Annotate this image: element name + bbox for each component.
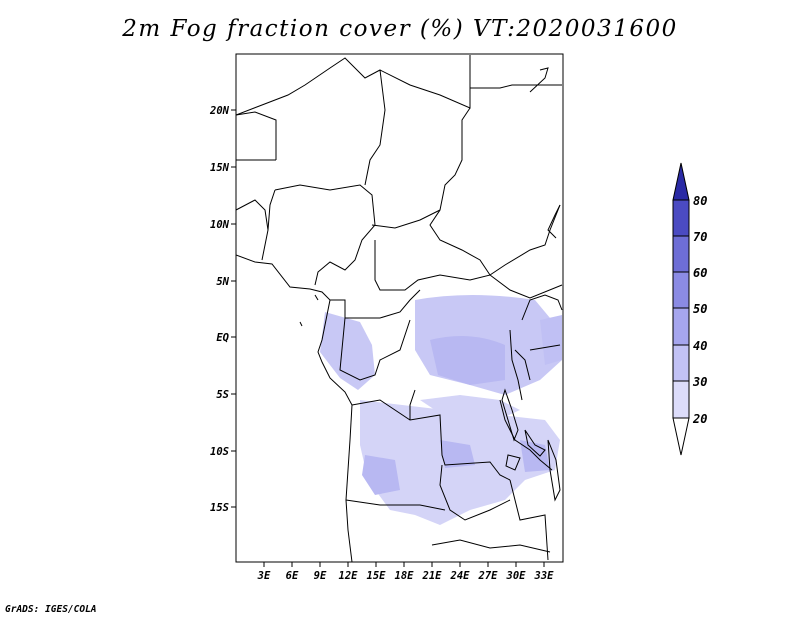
- lon-label-33e: 33E: [534, 570, 555, 582]
- lat-label-5s: 5S: [216, 389, 229, 401]
- lon-label-24e: 24E: [450, 570, 471, 582]
- map-frame: [235, 53, 564, 563]
- colorbar-seg-70-80: [672, 199, 690, 237]
- lat-label-10s: 10S: [210, 446, 229, 458]
- lon-label-21e: 21E: [422, 570, 443, 582]
- grads-credit: GrADS: IGES/COLA: [5, 604, 97, 615]
- colorbar-seg-40-50: [672, 307, 690, 346]
- lon-label-18e: 18E: [395, 570, 415, 582]
- colorbar-label-80: 80: [693, 194, 707, 208]
- lon-label-30e: 30E: [506, 570, 527, 582]
- lon-label-15e: 15E: [367, 570, 387, 582]
- colorbar-label-70: 70: [693, 230, 707, 244]
- colorbar-label-20: 20: [692, 412, 707, 426]
- latitude-axis: [231, 109, 236, 508]
- lat-label-15s: 15S: [210, 502, 229, 514]
- fog-shading: [320, 295, 562, 525]
- lon-label-3e: 3E: [257, 570, 271, 582]
- colorbar-label-50: 50: [693, 302, 707, 316]
- lat-label-15n: 15N: [210, 162, 230, 174]
- colorbar-label-40: 40: [693, 339, 707, 353]
- colorbar-seg-60-70: [672, 235, 690, 273]
- lon-label-9e: 9E: [314, 570, 327, 582]
- colorbar-seg-50-60: [672, 271, 690, 309]
- colorbar-seg-30-40: [672, 344, 690, 382]
- lat-label-5n: 5N: [216, 276, 229, 288]
- lon-label-27e: 27E: [478, 570, 499, 582]
- country-borders: [236, 55, 563, 562]
- colorbar-label-60: 60: [693, 266, 707, 280]
- lat-label-eq: EQ: [216, 332, 229, 344]
- figure-title: 2m Fog fraction cover (%) VT:2020031600: [122, 16, 678, 42]
- lat-label-10n: 10N: [210, 219, 230, 231]
- lon-label-6e: 6E: [286, 570, 299, 582]
- longitude-axis: [263, 562, 545, 567]
- colorbar: [672, 162, 690, 456]
- colorbar-label-30: 30: [692, 375, 707, 389]
- colorbar-tip-bottom: [672, 417, 690, 456]
- lon-label-12e: 12E: [339, 570, 359, 582]
- colorbar-seg-20-30: [672, 380, 690, 419]
- colorbar-tip-top: [672, 162, 690, 201]
- lat-label-20n: 20N: [209, 105, 230, 117]
